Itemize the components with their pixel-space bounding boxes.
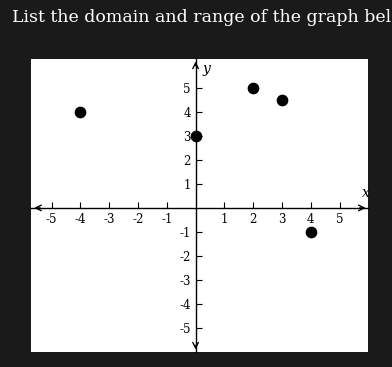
Point (308, 229, 314, 235)
Text: x: x (362, 185, 370, 200)
Point (77, 109, 83, 115)
Text: y: y (203, 62, 211, 76)
Point (192, 133, 199, 139)
Point (279, 97, 285, 102)
Point (250, 85, 256, 91)
Text: List the domain and range of the graph below.: List the domain and range of the graph b… (12, 9, 392, 26)
